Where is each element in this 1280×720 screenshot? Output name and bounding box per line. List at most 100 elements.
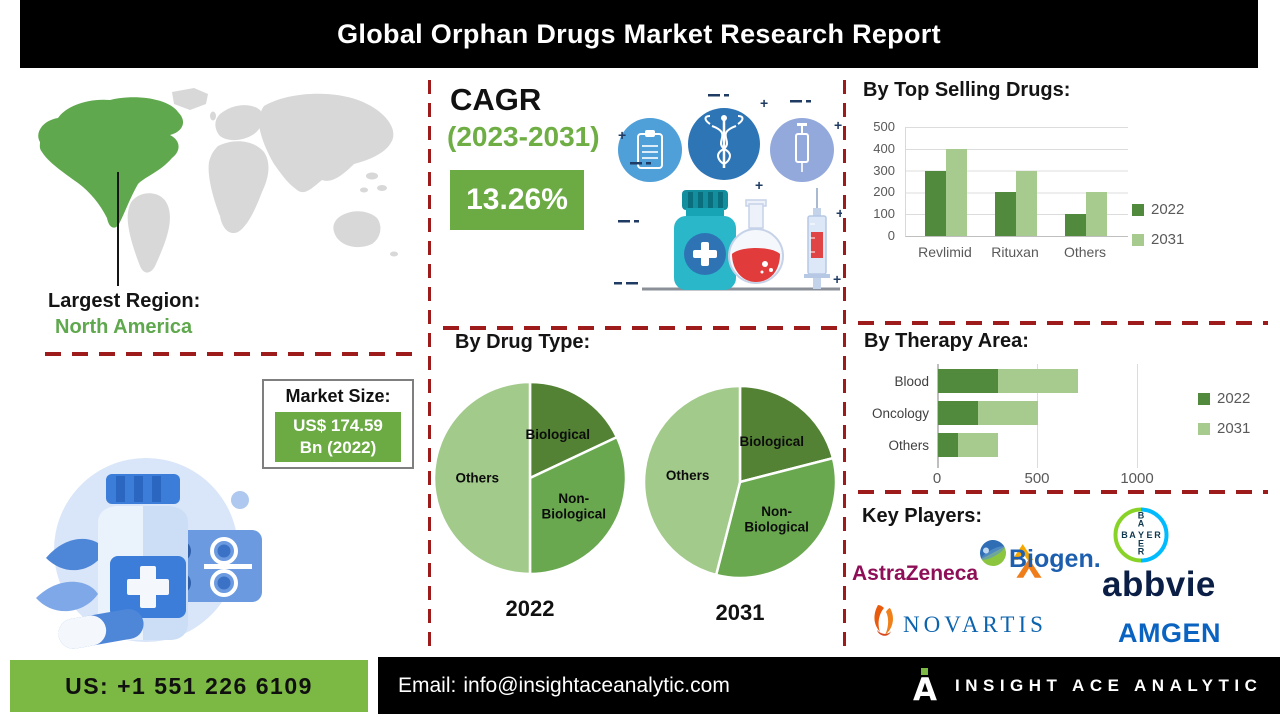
segment-blood-2022 [938, 369, 998, 393]
therapy-rows: Blood Oncology Others [865, 368, 1195, 458]
caduceus-snake-2 [717, 125, 737, 165]
right-section-divider-1 [858, 321, 1268, 325]
therapy-x-ticks: 0 500 1000 [933, 470, 1167, 488]
market-size-value: US$ 174.59 Bn (2022) [275, 412, 401, 463]
pie-slice-others-2031 [642, 384, 742, 577]
blister-divider [204, 564, 252, 569]
syringe-handle-icon [797, 123, 807, 126]
segment-blood-2031 [998, 369, 1078, 393]
bar-rituxan-2031 [1016, 170, 1037, 236]
pill-center-2 [217, 576, 231, 590]
map-japan [385, 130, 391, 142]
pie-slice-biological-2031 [738, 384, 835, 484]
caduceus-snake-1 [711, 125, 731, 165]
bayer-letter-h-R: R [1154, 530, 1161, 540]
syringe-icon [770, 118, 834, 182]
map-island-1 [366, 172, 378, 180]
therapy-x-tick-0: 0 [932, 470, 942, 487]
pie-slice-biological-2022 [528, 380, 619, 480]
brand-block: A INSIGHT ACE ANALYTIC [912, 657, 1262, 714]
bar-revlimid-2022 [925, 170, 946, 236]
logo-green-dot [921, 667, 928, 675]
drug-type-pie-2031: Biological Non-Biological Others [642, 384, 838, 580]
biogen-sphere [980, 540, 1006, 566]
middle-section-divider [443, 326, 838, 330]
segment-others-2022 [938, 433, 958, 457]
jar-cap-rib-4 [718, 192, 723, 208]
clipboard-icon [618, 118, 682, 182]
footer-bar [378, 657, 1280, 714]
map-island-3 [360, 187, 368, 193]
medical-illustration: + + + + + + [614, 94, 842, 291]
pill-ring-1 [210, 537, 238, 565]
syringe-plunger [813, 278, 821, 289]
flask-neck [748, 203, 764, 229]
map-pointer-line [117, 172, 119, 286]
therapy-bar-oncology [938, 401, 1038, 425]
jar-cap-rib-2 [698, 192, 703, 208]
svg-text:+: + [836, 205, 842, 221]
decor-dash-marks [614, 94, 811, 285]
az-chevron-bottom [1016, 558, 1042, 578]
y-tick-300: 300 [873, 162, 895, 178]
therapy-label-blood: Blood [894, 373, 929, 389]
segment-oncology-2031 [978, 401, 1038, 425]
pie-slice-label-biological: Biological [740, 434, 805, 449]
therapy-row-blood: Blood [865, 368, 1195, 394]
therapy-x-tick-1000: 1000 [1120, 470, 1154, 487]
pill-ring-2 [210, 569, 238, 597]
bayer-letter-v-E: E [1138, 539, 1144, 549]
svg-text:+: + [755, 177, 763, 193]
brand-name: INSIGHT ACE ANALYTIC [955, 675, 1263, 695]
legend-swatch-2022 [1198, 392, 1210, 405]
flask-bubble-2 [769, 268, 773, 272]
leaf-icon [46, 538, 106, 571]
logo-a-glyph: A [913, 671, 937, 708]
bayer-letter-h-Y: Y [1138, 530, 1144, 540]
market-size-label: Market Size: [285, 386, 391, 406]
phone-box: US: +1 551 226 6109 [10, 660, 368, 712]
therapy-area-chart: Blood Oncology Others 0 500 1000 [865, 364, 1195, 498]
jar-cap-rib-1 [688, 192, 693, 208]
pie-slice-label-others: Others [455, 471, 499, 486]
map-europe [215, 105, 263, 141]
market-size-year: Bn (2022) [299, 438, 377, 458]
cap-rib-1 [116, 476, 125, 502]
az-chevron-top [1012, 544, 1034, 560]
syringe-fill [811, 232, 823, 258]
map-north-america-highlight [38, 97, 184, 228]
bar-others-2022 [1065, 214, 1086, 236]
x-label-rituxan: Rituxan [991, 244, 1039, 260]
largest-region-value: North America [55, 316, 193, 338]
pie-slice-label-others: Others [666, 468, 710, 483]
bayer-letter-v-R: R [1138, 547, 1145, 557]
jar-cross-h [693, 250, 717, 258]
amgen-logo: AMGEN [1118, 618, 1221, 648]
cap-rib-2 [134, 476, 143, 502]
astrazeneca-logo: AstraZeneca [852, 562, 979, 585]
map-new-zealand [390, 251, 398, 257]
legend-label-2022: 2022 [1151, 201, 1185, 218]
y-tick-500: 500 [873, 119, 895, 134]
y-tick-100: 100 [873, 206, 895, 222]
cagr-label: CAGR [450, 82, 542, 117]
y-tick-0: 0 [887, 228, 895, 243]
novartis-logo: NOVARTIS [903, 612, 1047, 637]
sphere-band [981, 546, 1005, 560]
therapy-label-oncology: Oncology [871, 405, 929, 421]
therapy-x-tick-500: 500 [1024, 470, 1050, 487]
header-banner: Global Orphan Drugs Market Research Repo… [20, 0, 1258, 68]
bayer-letter-h-B: B [1121, 530, 1128, 540]
flask-bubble-1 [762, 261, 768, 267]
bar-group-others [1065, 192, 1107, 236]
pie-caption-2031: 2031 [715, 600, 765, 625]
cagr-period: (2023-2031) [447, 121, 600, 152]
legend-item-2022: 2022 [1198, 390, 1250, 407]
largest-region-label: Largest Region: [48, 290, 201, 312]
column-divider-right [843, 80, 846, 655]
legend-item-2031: 2031 [1198, 420, 1250, 437]
therapy-label-others: Others [888, 437, 929, 453]
market-size-box: Market Size: US$ 174.59 Bn (2022) [262, 379, 414, 469]
